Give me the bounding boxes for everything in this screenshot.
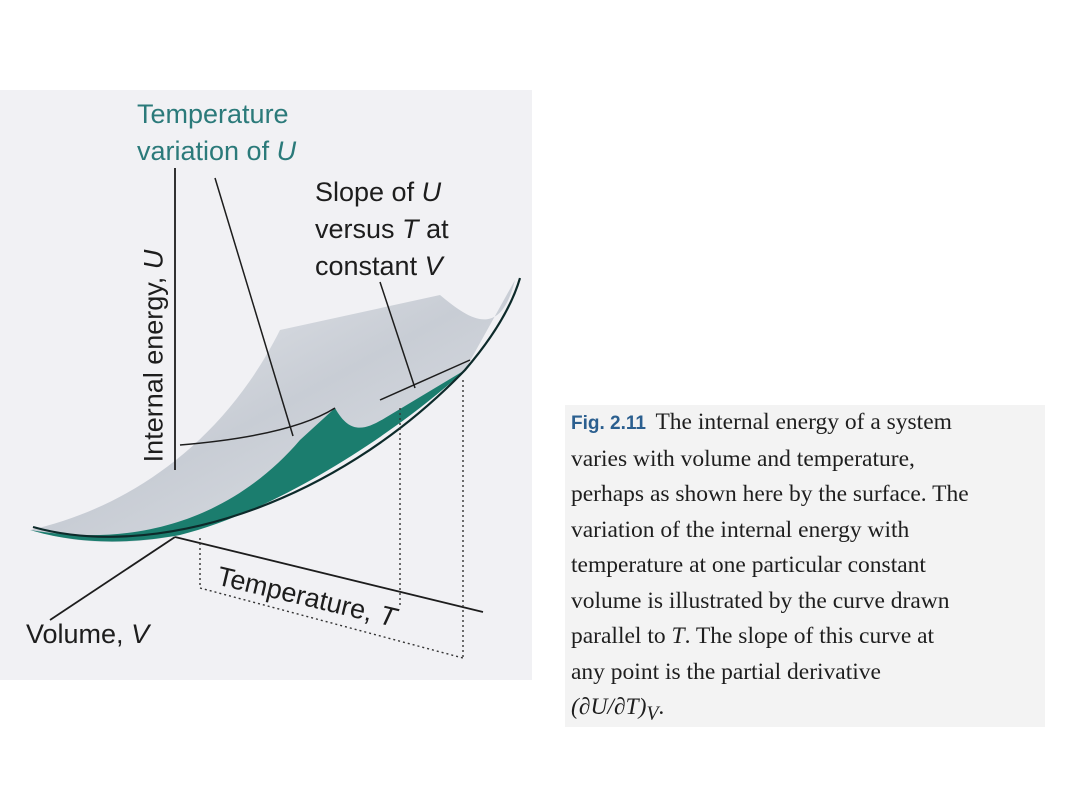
slope-label: Slope of U versus T at constant V: [315, 177, 449, 281]
figure-caption-box: Fig. 2.11 The internal energy of a syste…: [565, 405, 1045, 727]
caption-line: perhaps as shown here by the surface. Th…: [571, 481, 969, 507]
caption-line: varies with volume and temperature,: [571, 445, 915, 472]
energy-surface: [30, 280, 515, 542]
caption-line: any point is the partial derivative: [571, 658, 881, 685]
pointer-slope: [379, 281, 416, 389]
constant-volume-section: [30, 370, 465, 542]
tangent-line: [379, 359, 471, 401]
caption-line: variation of the internal energy with: [571, 516, 910, 543]
caption-line: volume is illustrated by the curve drawn: [571, 587, 950, 614]
volume-axis: [49, 536, 176, 621]
caption-line: parallel to T. The slope of this curve a…: [571, 623, 935, 649]
partial-derivative: (∂U/∂T)V.: [571, 694, 665, 725]
figure-number: Fig. 2.11: [571, 413, 646, 434]
temperature-axis: [174, 536, 484, 613]
projection-lines: [199, 380, 464, 659]
temperature-curve: [32, 277, 522, 538]
volume-axis-label: Volume, V: [26, 619, 150, 649]
temperature-variation-label: Temperature variation of U: [137, 99, 297, 166]
surface-diagram: [30, 168, 522, 659]
volume-curve: [179, 407, 336, 446]
figure-panel: Temperature variation of U Slope of U ve…: [0, 90, 532, 680]
figure-caption: Fig. 2.11 The internal energy of a syste…: [571, 405, 1041, 732]
caption-line: temperature at one particular constant: [571, 552, 926, 578]
y-axis-label: Internal energy, U: [138, 249, 169, 463]
pointer-temperature-variation: [214, 177, 294, 437]
